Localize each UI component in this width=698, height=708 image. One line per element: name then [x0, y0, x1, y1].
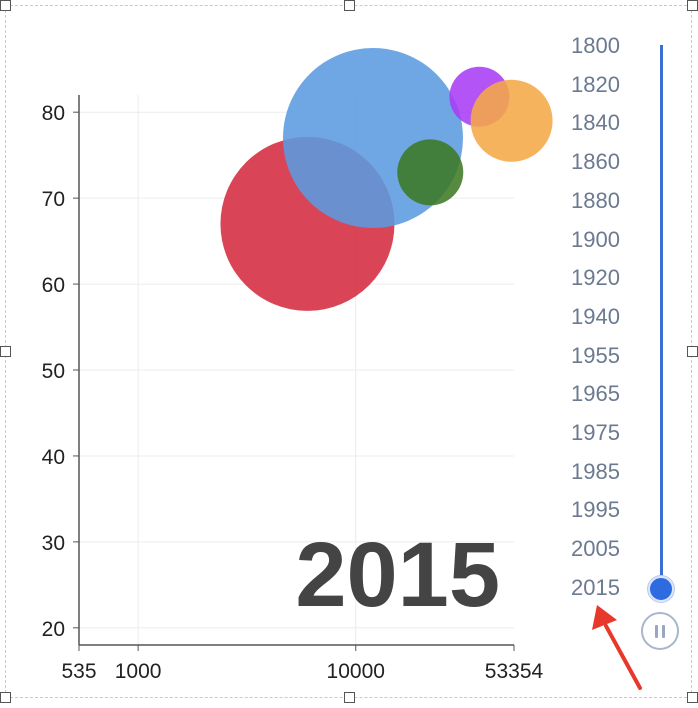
timeline-year-1955[interactable]: 1955 — [571, 342, 620, 368]
resize-handle-bottom[interactable] — [344, 692, 355, 703]
y-tick-label: 50 — [42, 360, 65, 383]
timeline-year-1920[interactable]: 1920 — [571, 265, 620, 291]
current-year-label: 2015 — [295, 524, 500, 626]
x-axis-ticks: 535 1000 10000 53354 — [61, 645, 544, 683]
timeline-year-1995[interactable]: 1995 — [571, 497, 620, 523]
x-tick-label: 53354 — [485, 660, 544, 683]
timeline-year-2005[interactable]: 2005 — [571, 536, 620, 562]
timeline-year-1880[interactable]: 1880 — [571, 187, 620, 213]
timeline-year-1940[interactable]: 1940 — [571, 303, 620, 329]
timeline-year-1965[interactable]: 1965 — [571, 381, 620, 407]
y-tick-label: 20 — [42, 618, 65, 641]
timeline-thumb[interactable] — [648, 576, 674, 602]
timeline-year-1820[interactable]: 1820 — [571, 71, 620, 97]
resize-handle-left[interactable] — [0, 346, 11, 357]
y-tick-label: 60 — [42, 274, 65, 297]
pause-button[interactable] — [641, 612, 679, 650]
y-axis-ticks: 20 30 40 50 60 70 80 — [42, 102, 79, 641]
resize-handle-top-left[interactable] — [0, 0, 11, 11]
bubble-point[interactable] — [470, 79, 553, 162]
x-tick-label: 10000 — [327, 660, 385, 683]
timeline-year-1975[interactable]: 1975 — [571, 420, 620, 445]
timeline-year-1900[interactable]: 1900 — [571, 226, 620, 252]
y-tick-label: 70 — [42, 188, 65, 211]
pause-icon-bar — [662, 624, 665, 638]
x-tick-label: 1000 — [115, 660, 162, 683]
timeline-year-2015[interactable]: 2015 — [571, 574, 620, 600]
timeline-year-1985[interactable]: 1985 — [571, 458, 620, 484]
bubble-point[interactable] — [397, 139, 464, 206]
timeline-year-1840[interactable]: 1840 — [571, 110, 620, 136]
timeline-year-list: 1800 1820 1840 1860 1880 1900 1920 1940 1955 1965… — [540, 30, 630, 610]
x-tick-label: 535 — [61, 660, 96, 683]
timeline-track[interactable] — [660, 45, 663, 590]
resize-handle-top[interactable] — [344, 0, 355, 11]
y-tick-label: 80 — [42, 102, 65, 125]
timeline-year-1800[interactable]: 1800 — [571, 33, 620, 58]
pause-icon-bar — [655, 624, 658, 638]
y-tick-label: 40 — [42, 446, 65, 469]
resize-handle-bottom-left[interactable] — [0, 692, 11, 703]
timeline-year-1860[interactable]: 1860 — [571, 149, 620, 175]
bubbles — [220, 47, 553, 311]
y-tick-label: 30 — [42, 532, 65, 555]
